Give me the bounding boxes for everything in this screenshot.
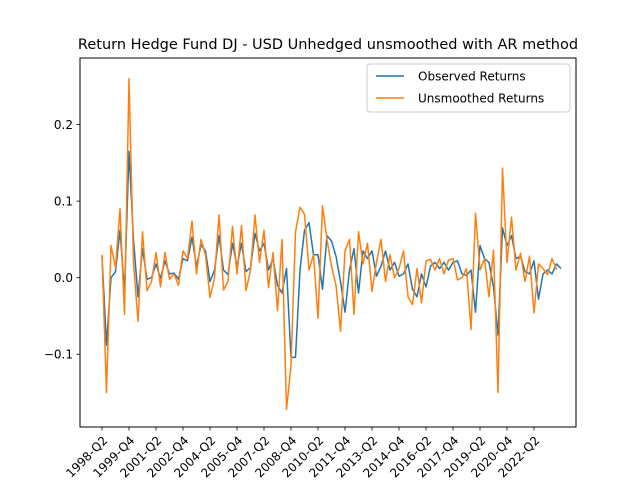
legend: Observed Returns Unsmoothed Returns	[366, 63, 571, 113]
y-tick-label: 0.0	[54, 271, 73, 285]
series-lines	[101, 77, 562, 411]
y-tick-label: 0.2	[54, 118, 73, 132]
y-axis: 0.2 0.1 0.0 −0.1	[44, 118, 80, 362]
axes-frame	[79, 57, 577, 428]
legend-label-unsmoothed: Unsmoothed Returns	[418, 92, 544, 106]
y-tick-label: −0.1	[44, 348, 73, 362]
y-tick-label: 0.1	[54, 194, 73, 208]
legend-box	[366, 63, 571, 113]
series-line-unsmoothed	[101, 77, 558, 411]
chart-title: Return Hedge Fund DJ - USD Unhedged unsm…	[78, 37, 578, 53]
legend-label-observed: Observed Returns	[418, 70, 526, 84]
